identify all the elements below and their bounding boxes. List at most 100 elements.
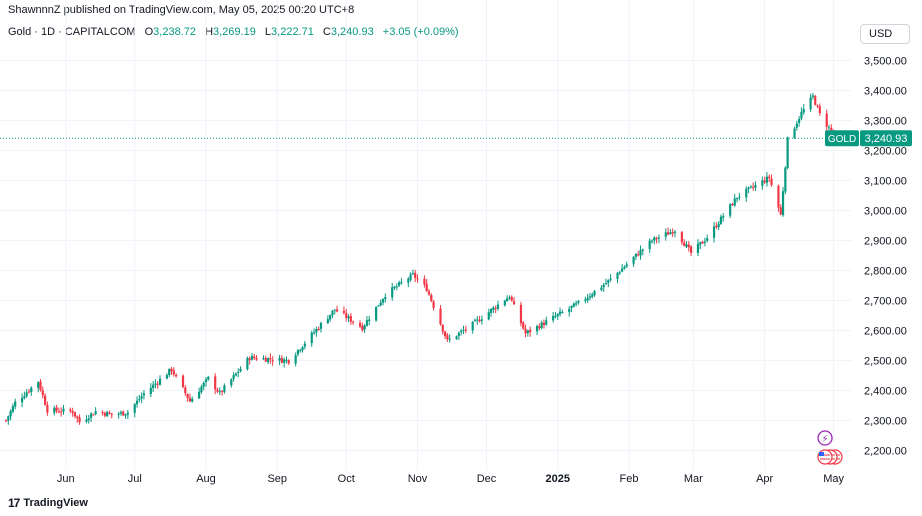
candle-body: [106, 412, 109, 417]
candle-body: [347, 316, 350, 319]
candle-body: [464, 329, 467, 331]
candle-body: [443, 331, 447, 337]
candle-body: [248, 358, 251, 360]
candle-body: [329, 315, 332, 320]
candle-body: [30, 387, 33, 392]
y-tick-label: 3,400.00: [864, 86, 907, 98]
candle-body: [234, 373, 237, 376]
candle-body: [577, 301, 580, 303]
candle-body: [722, 216, 725, 218]
change-value: +3.05 (+0.09%): [382, 26, 459, 38]
candle-body: [78, 417, 81, 423]
x-tick-label: Nov: [408, 473, 428, 485]
candle-body: [126, 412, 129, 415]
candle-body: [496, 304, 500, 309]
candle-body: [43, 395, 47, 405]
candle-body: [170, 368, 173, 372]
candle-body: [487, 312, 490, 320]
candle-body: [158, 378, 162, 385]
flag-canton: [819, 452, 824, 456]
candle-body: [703, 241, 706, 243]
candle-body: [301, 347, 304, 351]
candle-body: [715, 226, 718, 228]
candle-body: [156, 383, 159, 385]
candle-body: [188, 397, 192, 402]
candle-body: [92, 414, 95, 416]
candle-body: [650, 240, 654, 242]
last-price-symbol-tag: [825, 130, 859, 147]
candle-body: [368, 319, 371, 322]
candle-body: [184, 387, 187, 394]
candle-body: [87, 418, 90, 421]
candle-body: [202, 382, 205, 387]
x-tick-label: 2025: [545, 473, 569, 485]
candle-body: [423, 278, 426, 285]
tradingview-brand[interactable]: 17 TradingView: [8, 496, 88, 510]
candle-body: [609, 278, 612, 280]
candle-body: [735, 198, 739, 200]
candle-body: [666, 232, 670, 235]
candle-body: [214, 376, 217, 390]
candle-body: [432, 301, 435, 308]
candle-body: [761, 180, 764, 186]
candle-body: [811, 95, 815, 97]
candle-body: [802, 108, 805, 113]
candle-body: [526, 330, 529, 334]
last-price-value-label: 3,240.93: [865, 133, 908, 145]
publisher-header: ShawnnnZ published on TradingView.com, M…: [8, 4, 355, 16]
open-label: O: [144, 26, 154, 38]
candle-body: [331, 310, 334, 316]
currency-selector[interactable]: USD: [860, 24, 910, 44]
candle-body: [191, 398, 194, 402]
candle-body: [133, 404, 136, 413]
brand-name: TradingView: [23, 497, 88, 509]
candle-body: [71, 411, 74, 414]
candle-body: [673, 231, 677, 233]
candle-body: [60, 411, 63, 413]
candle-body: [623, 266, 626, 269]
candle-body: [480, 319, 483, 321]
candle-body: [335, 309, 339, 312]
candle-body: [326, 319, 329, 324]
candle-body: [522, 322, 525, 329]
candle-body: [365, 320, 369, 326]
candle-body: [280, 358, 283, 363]
candle-body: [798, 119, 801, 123]
candle-body: [729, 204, 732, 216]
candle-body: [648, 240, 651, 249]
candle-body: [604, 283, 608, 285]
x-tick-label: Apr: [756, 473, 773, 485]
candle-body: [687, 244, 690, 248]
candle-body: [653, 237, 656, 241]
candle-body: [117, 413, 120, 415]
candle-body: [439, 308, 442, 325]
candle-body: [825, 113, 828, 127]
candle-body: [664, 232, 667, 237]
candle-body: [506, 298, 509, 302]
candle-body: [27, 391, 31, 393]
high-value: 3,269.19: [213, 26, 256, 38]
candle-body: [110, 413, 113, 415]
candle-body: [181, 375, 185, 388]
candle-body: [25, 392, 28, 397]
x-tick-label: Jun: [57, 473, 75, 485]
candle-body: [471, 321, 474, 331]
candle-body: [540, 322, 543, 329]
candle-body: [108, 412, 111, 414]
candle-body: [494, 307, 497, 309]
candle-body: [216, 389, 219, 392]
candle-body: [745, 188, 748, 198]
x-tick-label: Aug: [196, 473, 216, 485]
candle-body: [816, 105, 819, 107]
candle-body: [814, 96, 817, 105]
candle-body: [23, 396, 26, 399]
symbol-name[interactable]: Gold · 1D · CAPITALCOM: [8, 26, 136, 38]
candle-body: [430, 294, 433, 301]
candle-body: [754, 185, 757, 188]
candle-body: [230, 379, 233, 386]
candle-body: [414, 272, 417, 279]
y-tick-label: 3,300.00: [864, 116, 907, 128]
candle-body: [827, 127, 831, 129]
y-tick-label: 3,500.00: [864, 56, 907, 68]
